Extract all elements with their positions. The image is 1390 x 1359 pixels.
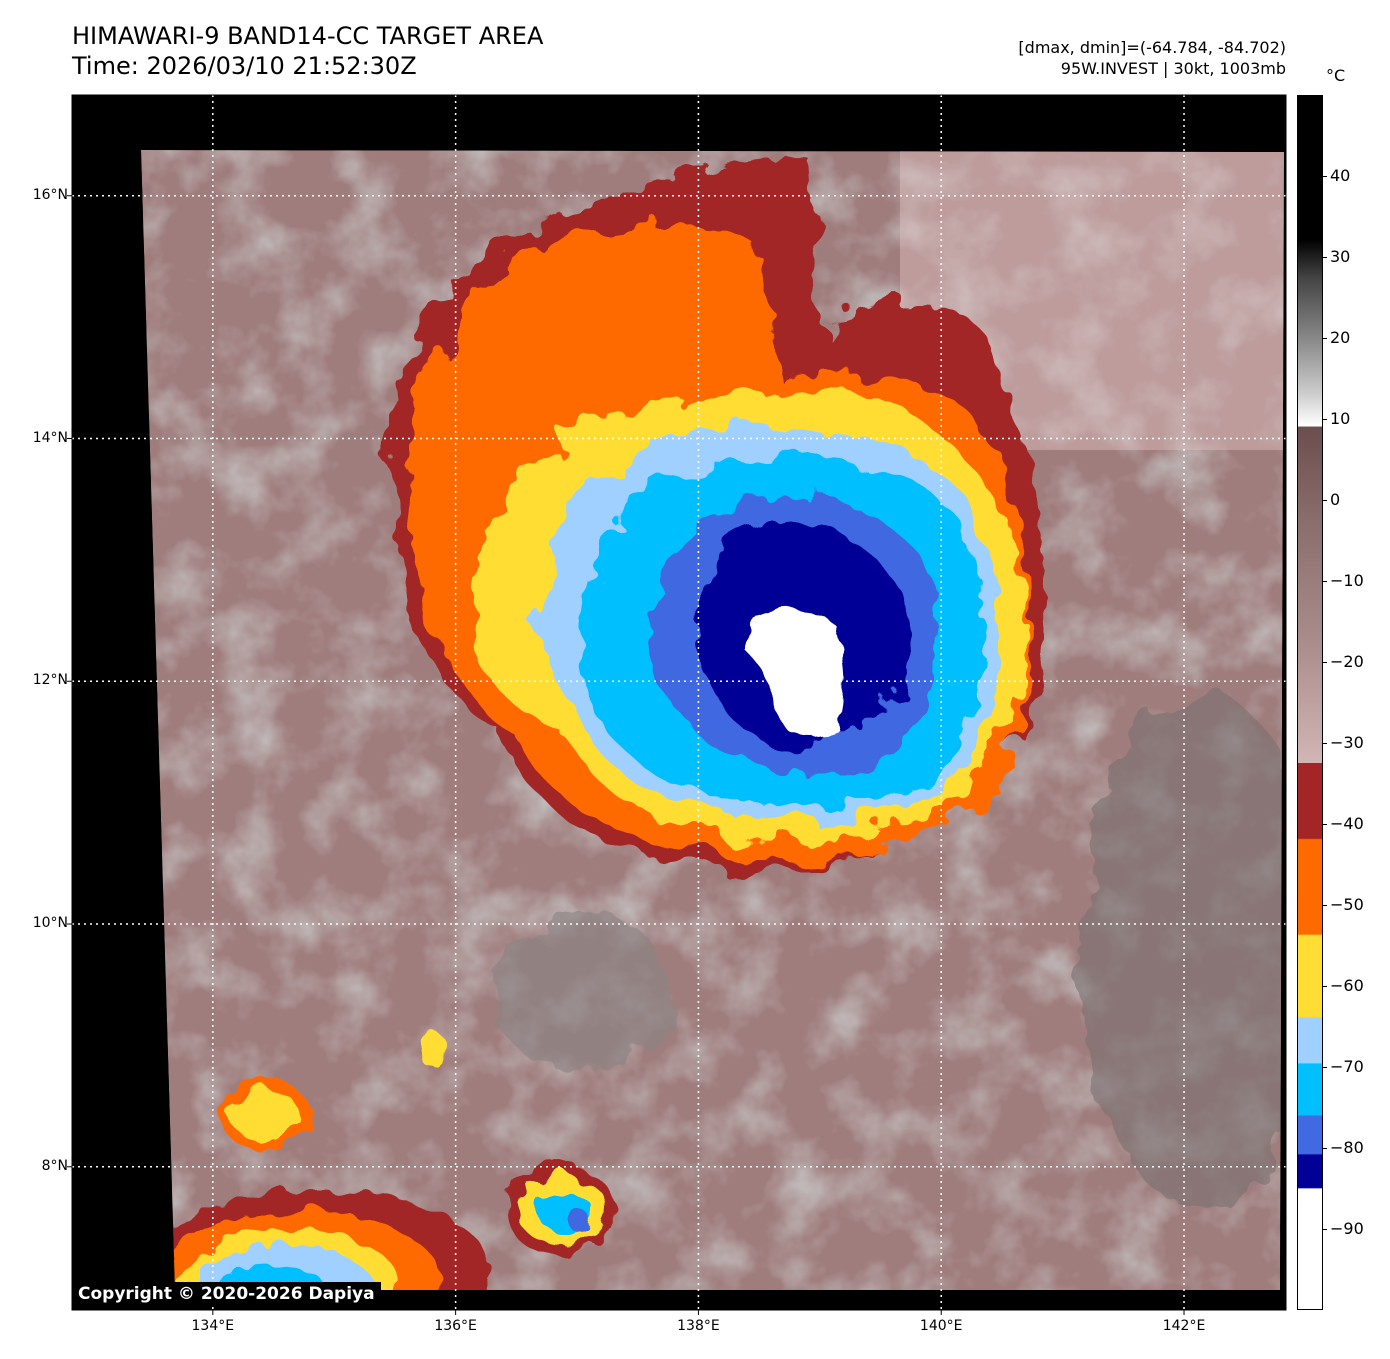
colorbar-label: −90 xyxy=(1330,1219,1364,1238)
colorbar-tick xyxy=(1322,500,1327,501)
colorbar-label: −50 xyxy=(1330,895,1364,914)
copyright: Copyright © 2020-2026 Dapiya xyxy=(72,1282,381,1306)
lon-label: 140°E xyxy=(919,1318,963,1334)
colorbar-tick xyxy=(1322,986,1327,987)
colorbar xyxy=(1297,95,1323,1310)
lon-label: 142°E xyxy=(1162,1318,1206,1334)
chart-title: HIMAWARI-9 BAND14-CC TARGET AREA xyxy=(72,22,544,50)
colorbar-tick xyxy=(1322,581,1327,582)
lat-label: 14°N xyxy=(32,429,68,446)
coldest-cloud-tops xyxy=(745,612,845,740)
colorbar-tick xyxy=(1322,257,1327,258)
colorbar-tick xyxy=(1322,905,1327,906)
colorbar-tick xyxy=(1322,1148,1327,1149)
colorbar-label: 10 xyxy=(1330,409,1351,428)
dmax-dmin: [dmax, dmin]=(-64.784, -84.702) xyxy=(1018,38,1286,57)
colorbar-tick xyxy=(1322,1229,1327,1230)
colorbar-tick xyxy=(1322,419,1327,420)
lat-label: 16°N xyxy=(32,186,68,203)
storm-info: 95W.INVEST | 30kt, 1003mb xyxy=(1060,59,1286,78)
colorbar-label: 30 xyxy=(1330,247,1351,266)
colorbar-tick xyxy=(1322,824,1327,825)
colorbar-label: −60 xyxy=(1330,976,1364,995)
graticule xyxy=(72,95,1286,1310)
colorbar-unit: °C xyxy=(1326,66,1346,85)
colorbar-tick xyxy=(1322,1067,1327,1068)
colorbar-tick xyxy=(1322,338,1327,339)
colorbar-tick xyxy=(1322,662,1327,663)
lat-label: 12°N xyxy=(32,672,68,689)
colorbar-tick xyxy=(1322,176,1327,177)
colorbar-label: 20 xyxy=(1330,328,1351,347)
colorbar-tick xyxy=(1322,743,1327,744)
colorbar-label: −10 xyxy=(1330,571,1364,590)
colorbar-label: 0 xyxy=(1330,490,1341,509)
colorbar-label: −70 xyxy=(1330,1057,1364,1076)
imagery xyxy=(141,150,1284,1290)
timestamp: Time: 2026/03/10 21:52:30Z xyxy=(72,52,417,80)
lon-label: 136°E xyxy=(434,1318,477,1334)
colorbar-label: −40 xyxy=(1330,814,1364,833)
colorbar-label: −30 xyxy=(1330,733,1364,752)
colorbar-label: −80 xyxy=(1330,1138,1364,1157)
lon-label: 138°E xyxy=(677,1318,720,1334)
colorbar-label: −20 xyxy=(1330,652,1364,671)
colorbar-label: 40 xyxy=(1330,166,1351,185)
lon-label: 134°E xyxy=(191,1318,235,1334)
lat-label: 8°N xyxy=(41,1157,68,1174)
minor-convection xyxy=(150,1032,615,1290)
lat-label: 10°N xyxy=(32,915,68,932)
